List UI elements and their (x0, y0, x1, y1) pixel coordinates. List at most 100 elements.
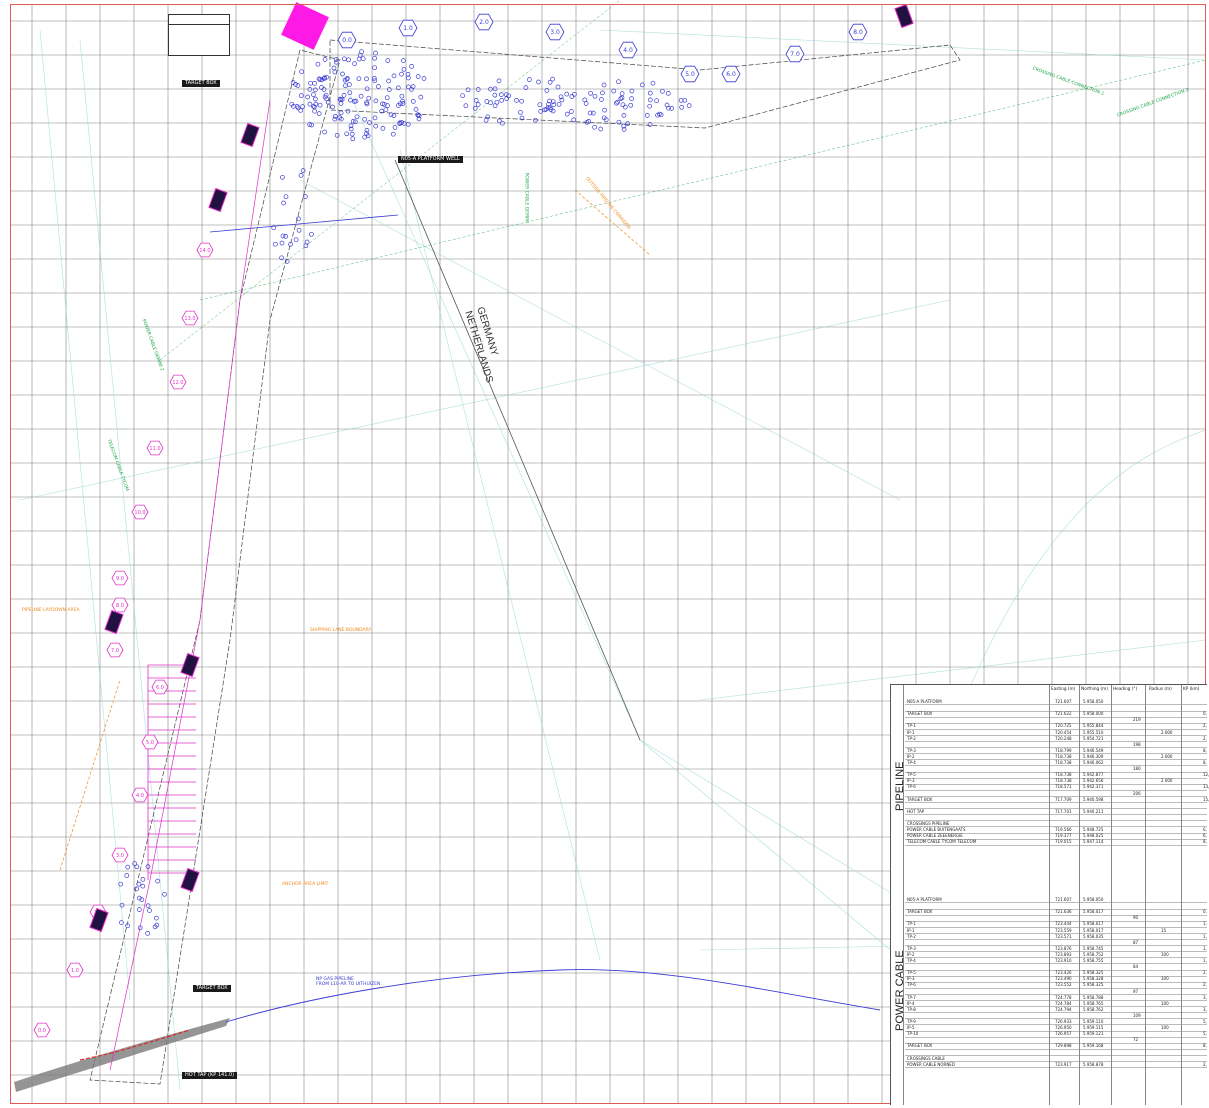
table-rule (905, 975, 1207, 977)
survey-point (288, 242, 293, 247)
table-rule (905, 716, 1207, 718)
table-cell: TP-6 (907, 784, 916, 790)
survey-point (289, 101, 295, 107)
survey-point (315, 61, 321, 67)
survey-point (621, 113, 627, 118)
table-cell: 3, (1203, 1006, 1207, 1012)
table-cell: 5.954.721 (1083, 735, 1104, 741)
table-cell: TP-8 (907, 1006, 916, 1012)
table-cell: 718.738 (1055, 778, 1072, 784)
section-label-pipeline: PIPELINE (894, 761, 906, 811)
target-box-label-top: TARGET BOX (182, 80, 220, 87)
kp-marker-pink (169, 374, 187, 390)
survey-point (555, 84, 561, 90)
table-rule (905, 722, 1207, 724)
table-cell: 720.725 (1055, 723, 1072, 729)
green-cable-line (199, 59, 1207, 301)
survey-point (418, 94, 424, 100)
survey-point (348, 123, 354, 129)
survey-point (279, 240, 285, 246)
survey-point (313, 96, 318, 102)
kp-marker-pink (111, 570, 129, 586)
survey-point (373, 98, 379, 104)
survey-point (356, 56, 362, 62)
survey-point (386, 87, 392, 92)
survey-point (307, 87, 313, 92)
survey-point (358, 93, 364, 99)
survey-point (352, 61, 357, 66)
survey-point (533, 117, 538, 123)
survey-point (298, 173, 304, 178)
table-column-rule (1049, 685, 1050, 1105)
green-cable-line (159, 0, 621, 361)
survey-point (344, 76, 350, 81)
survey-point (332, 69, 338, 75)
survey-point (622, 104, 628, 110)
table-cell: 109 (1133, 1012, 1141, 1018)
table-cell: 2, (1203, 982, 1207, 988)
table-cell: TP-6 (907, 982, 916, 988)
survey-point (300, 168, 306, 173)
survey-point (564, 111, 570, 117)
table-cell: 3, (1203, 994, 1207, 1000)
survey-point (125, 923, 130, 929)
pipeline-centreline (109, 99, 271, 1071)
survey-point (523, 85, 529, 90)
table-cell: 15, (1203, 796, 1209, 802)
survey-point (271, 225, 277, 231)
table-cell: 0, (1203, 711, 1207, 717)
survey-point (601, 115, 607, 121)
survey-point (391, 113, 397, 118)
survey-trace (699, 639, 1207, 701)
gas-pipeline-label: NP GAS PIPELINE FROM L10-AR TO UITHUIZEN (316, 977, 396, 987)
survey-point (410, 99, 416, 104)
survey-point (600, 90, 605, 96)
table-cell: 6, (1203, 833, 1207, 839)
survey-point (519, 98, 524, 104)
table-cell: 2.000 (1161, 729, 1173, 735)
table-cell: 5, (1203, 1019, 1207, 1024)
survey-point (283, 234, 289, 239)
target-box-marker (104, 609, 124, 635)
table-cell: 726.950 (1055, 1025, 1072, 1031)
kp-marker-pink-label: 6.0 (156, 685, 164, 691)
survey-point (383, 107, 389, 113)
table-cell: 2, (1203, 970, 1207, 976)
table-cell: TELECOM CABLE TYCOM TELECOM (907, 839, 977, 845)
table-rule (905, 957, 1207, 959)
survey-point (556, 101, 562, 107)
gas-pipeline-route: FROM L10-AR TO UITHUIZEN (316, 982, 381, 987)
survey-point (311, 92, 316, 97)
kp-marker-pink-label: 14.0 (199, 248, 210, 254)
survey-point (298, 93, 304, 98)
table-rule (905, 734, 1207, 736)
table-cell: 719.566 (1055, 827, 1072, 833)
survey-point (647, 122, 653, 127)
survey-point (162, 891, 167, 897)
survey-point (401, 121, 407, 126)
survey-point (499, 98, 505, 103)
table-cell: 5.946.549 (1083, 747, 1104, 753)
table-cell: TP-3 (907, 945, 916, 951)
border-line-de-nl (394, 159, 641, 741)
kp-marker-pink (111, 847, 129, 863)
table-cell: 723.444 (1055, 921, 1072, 927)
table-rule (905, 981, 1207, 983)
survey-point (331, 65, 337, 71)
table-cell: 2, (1203, 1061, 1207, 1067)
kp-marker-blue (398, 19, 418, 37)
kp-marker-blue (785, 45, 805, 63)
survey-point (619, 91, 625, 96)
survey-point (364, 86, 370, 92)
table-cell: 5.958.765 (1083, 1000, 1104, 1006)
table-cell: 723.893 (1055, 951, 1072, 957)
table-rule (905, 1036, 1207, 1038)
table-rule (905, 969, 1207, 971)
orange-boundary-line (59, 679, 121, 871)
kp-marker-pink (33, 1022, 51, 1038)
survey-point (347, 90, 353, 96)
table-rule (905, 1018, 1207, 1020)
survey-point (119, 920, 124, 925)
survey-point (332, 116, 338, 122)
